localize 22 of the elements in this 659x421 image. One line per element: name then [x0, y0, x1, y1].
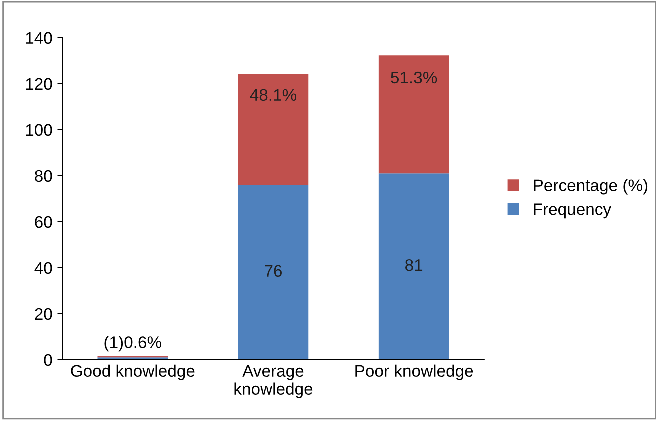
- data-label: 81: [406, 259, 423, 272]
- data-label: 48.1%: [250, 89, 297, 102]
- bar: [378, 56, 450, 174]
- data-label: (1)0.6%: [104, 336, 162, 352]
- x-tick-label: Average knowledge: [234, 365, 313, 398]
- legend-label: Frequency: [534, 204, 612, 219]
- data-label: 76: [265, 265, 282, 278]
- y-tick-label: 100: [26, 124, 52, 136]
- bar: [238, 74, 309, 186]
- y-tick-label: 80: [35, 170, 52, 182]
- bar: [238, 185, 309, 360]
- y-tick-label: 40: [34, 262, 52, 274]
- y-tick-label: 0: [44, 354, 52, 366]
- x-tick-label: Poor knowledge: [356, 364, 474, 380]
- y-tick-label: 120: [26, 78, 52, 90]
- y-tick-label: 20: [35, 308, 52, 320]
- legend-label: Percentage (%): [534, 179, 648, 195]
- y-tick-label: 60: [35, 216, 52, 228]
- data-label: 51.3%: [391, 72, 438, 84]
- x-tick-label: Good knowledge: [71, 364, 195, 380]
- y-tick-label: 140: [26, 32, 52, 44]
- bar: [378, 174, 450, 360]
